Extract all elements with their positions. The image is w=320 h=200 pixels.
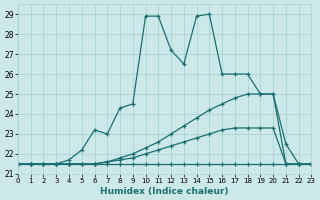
X-axis label: Humidex (Indice chaleur): Humidex (Indice chaleur) — [100, 187, 229, 196]
